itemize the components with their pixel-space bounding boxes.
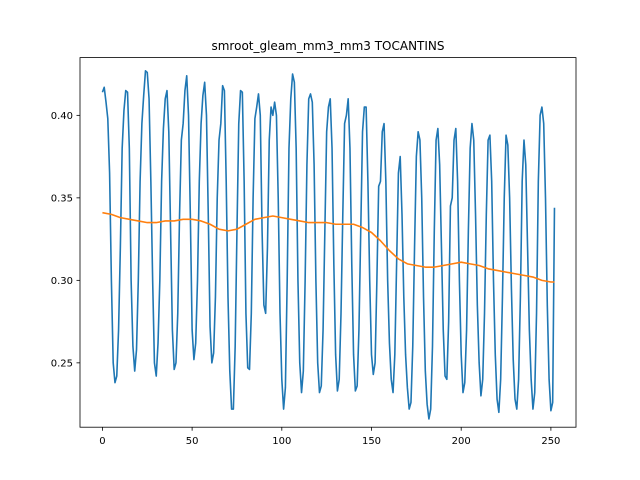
y-tick-label: 0.35 bbox=[51, 193, 73, 204]
series-line-2 bbox=[102, 211, 555, 283]
x-tick-label: 50 bbox=[186, 436, 199, 447]
y-tick-label: 0.30 bbox=[51, 276, 73, 287]
chart-title: smroot_gleam_mm3_mm3 TOCANTINS bbox=[211, 39, 444, 53]
x-tick-label: 200 bbox=[452, 436, 471, 447]
y-tick-label: 0.40 bbox=[51, 111, 73, 122]
x-tick-label: 0 bbox=[99, 436, 105, 447]
y-tick-label: 0.25 bbox=[51, 358, 73, 369]
x-tick-label: 150 bbox=[362, 436, 381, 447]
plot-frame bbox=[79, 57, 577, 428]
x-tick-label: 250 bbox=[541, 436, 560, 447]
series-line-1 bbox=[101, 70, 556, 420]
x-tick-label: 100 bbox=[272, 436, 291, 447]
